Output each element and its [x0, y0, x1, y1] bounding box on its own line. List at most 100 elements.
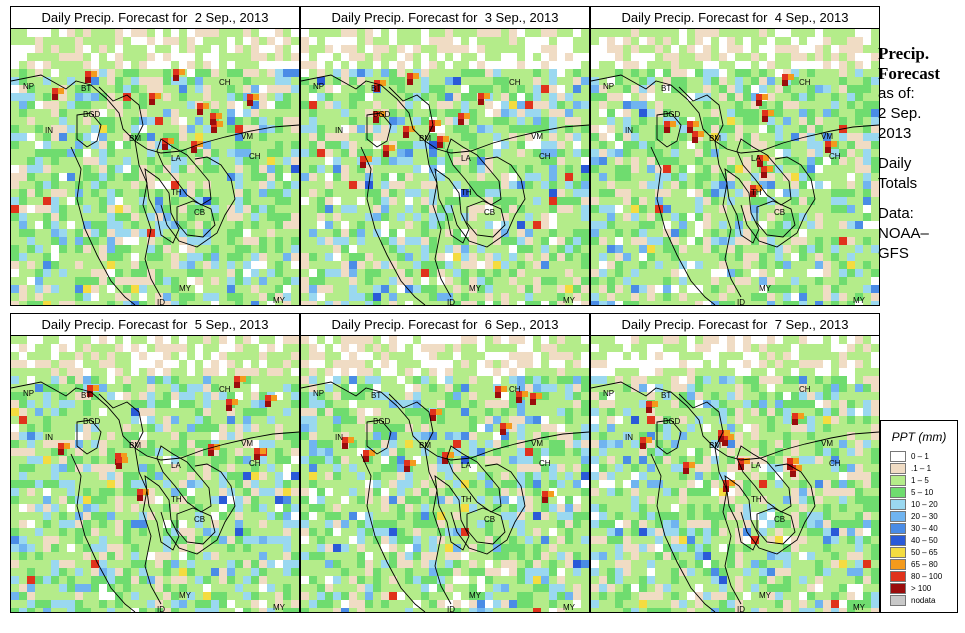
country-label: CH: [539, 459, 551, 468]
country-label: VM: [241, 439, 253, 448]
legend-item: 20 – 30: [890, 511, 954, 522]
country-label: BT: [81, 84, 91, 93]
country-label: MY: [469, 284, 482, 293]
country-label: VM: [821, 132, 833, 141]
country-label: NP: [603, 82, 614, 91]
country-label: IN: [625, 433, 633, 442]
panel-title: Daily Precip. Forecast for 7 Sep., 2013: [591, 314, 879, 336]
country-label: LA: [751, 154, 761, 163]
legend-label: 50 – 65: [911, 548, 938, 557]
precip-map: NPBTINBGDCHBMVMLACHTHCBMYIDMYID: [301, 336, 589, 612]
legend-label: 10 – 20: [911, 500, 938, 509]
country-label: BT: [371, 84, 381, 93]
legend-label: 0 – 1: [911, 452, 929, 461]
country-label: ID: [447, 605, 455, 612]
legend-swatch: [890, 583, 906, 594]
legend-item: 1 – 5: [890, 475, 954, 486]
country-label: TH: [461, 495, 472, 504]
legend-label: > 100: [911, 584, 932, 593]
precip-map: NPBTINBGDCHBMVMLACHTHCBMYIDMYID: [591, 336, 879, 612]
legend-label: 1 – 5: [911, 476, 929, 485]
country-label: LA: [171, 154, 181, 163]
country-label: ID: [447, 298, 455, 305]
country-label: CH: [509, 385, 521, 394]
country-label: TH: [171, 495, 182, 504]
panel-title: Daily Precip. Forecast for 5 Sep., 2013: [11, 314, 299, 336]
legend-label: 30 – 40: [911, 524, 938, 533]
country-label: IN: [335, 433, 343, 442]
country-label: MY: [179, 284, 192, 293]
country-label: IN: [45, 126, 53, 135]
country-label: BT: [371, 391, 381, 400]
legend-swatch: [890, 535, 906, 546]
country-label: BGD: [373, 417, 391, 426]
precip-map: NPBTINBGDCHBMVMLACHTHCBMYIDMYID: [11, 336, 299, 612]
legend-label: 80 – 100: [911, 572, 943, 581]
legend-swatch: [890, 559, 906, 570]
country-label: ID: [737, 605, 745, 612]
country-label: LA: [171, 461, 181, 470]
country-label: CH: [249, 152, 261, 161]
sidebar-data-line2: NOAA–: [878, 225, 929, 242]
sidebar-info: Precip. Forecast as of: 2 Sep. 2013 Dail…: [878, 44, 963, 264]
legend-label: nodata: [911, 596, 936, 605]
country-label: TH: [171, 188, 182, 197]
country-label: BM: [129, 134, 141, 143]
legend-swatch: [890, 523, 906, 534]
legend-label: 5 – 10: [911, 488, 934, 497]
country-label: CH: [219, 385, 231, 394]
sidebar-title-line1: Precip.: [878, 44, 930, 63]
country-label: VM: [531, 439, 543, 448]
sidebar-totals-line2: Totals: [878, 175, 918, 192]
sidebar-date-line1: 2 Sep.: [878, 105, 922, 122]
sidebar-data-line1: Data:: [878, 205, 914, 222]
forecast-panel-day-2: Daily Precip. Forecast for 3 Sep., 2013 N…: [300, 6, 590, 306]
country-label: MY: [469, 591, 482, 600]
country-label: MY: [179, 591, 192, 600]
legend-item: 50 – 65: [890, 547, 954, 558]
country-label: MY: [273, 296, 286, 305]
country-label: ID: [157, 298, 165, 305]
country-label: CH: [249, 459, 261, 468]
country-label: IN: [335, 126, 343, 135]
forecast-panel-day-6: Daily Precip. Forecast for 7 Sep., 2013 N…: [590, 313, 880, 613]
country-label: BGD: [663, 110, 681, 119]
precip-legend: PPT (mm) 0 – 1 .1 – 1 1 – 5 5 – 10 10 – 20 20…: [880, 420, 958, 613]
country-label: BM: [419, 441, 431, 450]
legend-item: 65 – 80: [890, 559, 954, 570]
legend-swatch: [890, 463, 906, 474]
country-label: BGD: [373, 110, 391, 119]
precip-map: NPBTINBGDCHBMVMLACHTHCBMYIDMYID: [301, 29, 589, 305]
country-label: VM: [531, 132, 543, 141]
country-label: BT: [661, 391, 671, 400]
country-label: BM: [709, 441, 721, 450]
legend-item: 80 – 100: [890, 571, 954, 582]
country-label: ID: [157, 605, 165, 612]
country-label: BT: [81, 391, 91, 400]
country-label: CH: [799, 78, 811, 87]
country-label: NP: [313, 82, 324, 91]
country-label: BM: [129, 441, 141, 450]
sidebar-data-line3: GFS: [878, 245, 909, 262]
country-label: NP: [23, 82, 34, 91]
sidebar-totals-line1: Daily: [878, 155, 912, 172]
map-graphic: NPBTINBGDCHBMVMLACHTHCBMYIDMYID: [591, 29, 879, 305]
legend-label: 40 – 50: [911, 536, 938, 545]
legend-swatch: [890, 547, 906, 558]
legend-swatch: [890, 487, 906, 498]
panel-title: Daily Precip. Forecast for 2 Sep., 2013: [11, 7, 299, 29]
panel-title: Daily Precip. Forecast for 3 Sep., 2013: [301, 7, 589, 29]
country-label: MY: [853, 296, 866, 305]
legend-item: .1 – 1: [890, 463, 954, 474]
legend-swatch: [890, 511, 906, 522]
country-label: CH: [829, 152, 841, 161]
country-label: BGD: [663, 417, 681, 426]
forecast-panel-day-3: Daily Precip. Forecast for 4 Sep., 2013 N…: [590, 6, 880, 306]
country-label: CH: [539, 152, 551, 161]
country-label: VM: [241, 132, 253, 141]
panel-title: Daily Precip. Forecast for 4 Sep., 2013: [591, 7, 879, 29]
sidebar-date-line2: 2013: [878, 125, 912, 142]
country-label: MY: [273, 603, 286, 612]
country-label: LA: [461, 461, 471, 470]
precip-map: NPBTINBGDCHBMVMLACHTHCBMYIDMYID: [591, 29, 879, 305]
